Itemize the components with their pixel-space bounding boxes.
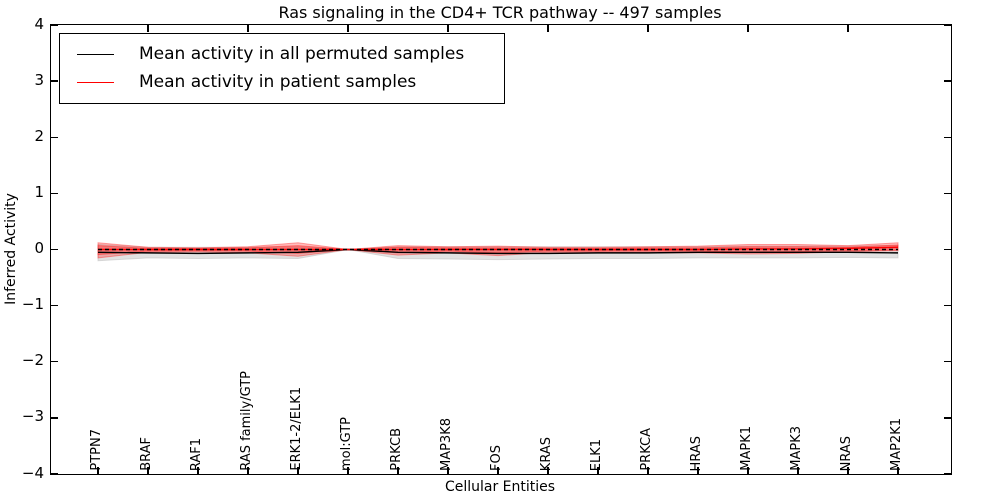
x-tick-bottom (647, 467, 649, 474)
y-tick-right (944, 136, 951, 138)
y-tick-right (944, 24, 951, 26)
x-tick-label: MAP3K8 (439, 417, 454, 471)
x-tick-bottom (97, 467, 99, 474)
y-tick-right (944, 304, 951, 307)
legend-item: Mean activity in all permuted samples (60, 40, 504, 68)
y-tick-left (51, 473, 58, 475)
x-tick-bottom (397, 467, 399, 474)
x-tick-label: MAP2K1 (889, 417, 904, 471)
y-tick-left (51, 136, 58, 138)
x-tick-bottom (147, 467, 149, 474)
y-tick-right (944, 192, 951, 195)
legend: Mean activity in all permuted samples Mea… (59, 33, 505, 104)
x-tick-bottom (897, 467, 899, 474)
y-tick-left (51, 24, 58, 26)
x-tick-bottom (547, 467, 549, 474)
x-tick-label: ELK1 (589, 438, 604, 471)
x-tick-label: mol:GTP (339, 417, 354, 471)
x-tick-top (747, 25, 749, 32)
x-tick-bottom (447, 467, 449, 474)
x-tick-label: MAPK3 (789, 426, 804, 471)
x-axis-label: Cellular Entities (444, 479, 556, 495)
legend-item: Mean activity in patient samples (60, 68, 504, 96)
chart-title: Ras signaling in the CD4+ TCR pathway --… (278, 3, 722, 22)
x-tick-label: FOS (489, 445, 504, 471)
y-tick-right (944, 361, 951, 363)
x-tick-label: KRAS (539, 436, 554, 471)
x-tick-top (447, 25, 449, 32)
x-tick-label: RAF1 (189, 437, 204, 471)
x-tick-label: BRAF (139, 437, 154, 471)
y-tick-label: −2 (21, 351, 44, 370)
permuted-mean-line (97, 248, 899, 255)
y-tick-label: 4 (34, 14, 44, 33)
x-tick-label: PRKCB (389, 428, 404, 471)
y-tick-label: −3 (21, 407, 44, 426)
x-tick-label: PTPN7 (89, 429, 104, 471)
x-tick-top (347, 25, 349, 32)
y-tick-left (51, 192, 58, 195)
x-tick-bottom (797, 467, 799, 474)
x-tick-label: NRAS (839, 435, 854, 471)
y-tick-label: 2 (34, 126, 44, 145)
y-tick-label: 1 (34, 182, 44, 201)
x-tick-bottom (347, 467, 349, 474)
x-tick-top (247, 25, 249, 32)
y-tick-left (51, 248, 58, 251)
x-tick-top (647, 25, 649, 32)
x-tick-label: ERK1-2/ELK1 (289, 387, 304, 471)
x-tick-bottom (297, 467, 299, 474)
x-tick-bottom (197, 467, 199, 474)
x-tick-top (547, 25, 549, 32)
x-tick-bottom (247, 467, 249, 474)
legend-label: Mean activity in all permuted samples (139, 44, 465, 64)
x-tick-label: RAS family/GTP (239, 371, 254, 471)
x-tick-label: MAPK1 (739, 426, 754, 471)
x-tick-bottom (597, 467, 599, 474)
y-tick-right (944, 248, 951, 251)
x-tick-top (847, 25, 849, 32)
x-tick-bottom (747, 467, 749, 474)
y-tick-right (944, 417, 951, 419)
y-tick-left (51, 417, 58, 419)
legend-line-sample (77, 81, 114, 83)
x-tick-bottom (497, 467, 499, 474)
x-tick-bottom (847, 467, 849, 474)
legend-label: Mean activity in patient samples (139, 72, 417, 92)
plot-area: PTPN7 BRAF RAF1 RAS family/GTP ERK1-2/ELK1 mo… (50, 24, 952, 475)
x-tick-label: PRKCA (639, 428, 654, 471)
y-tick-left (51, 304, 58, 307)
y-tick-label: 0 (34, 239, 44, 257)
y-tick-right (944, 473, 951, 475)
y-tick-left (51, 361, 58, 363)
y-tick-left (51, 80, 58, 82)
patient-range-outer-band (97, 242, 899, 259)
y-tick-label: 3 (34, 70, 44, 89)
permuted-range-band (97, 243, 899, 262)
y-tick-label: −1 (21, 295, 44, 314)
y-tick-label: −4 (21, 463, 44, 482)
y-tick-right (944, 80, 951, 82)
x-tick-bottom (697, 467, 699, 474)
legend-line-sample (77, 53, 114, 55)
chart-canvas (97, 242, 899, 262)
x-tick-label: HRAS (689, 435, 704, 471)
y-axis-label: Inferred Activity (3, 193, 19, 305)
x-tick-top (147, 25, 149, 32)
